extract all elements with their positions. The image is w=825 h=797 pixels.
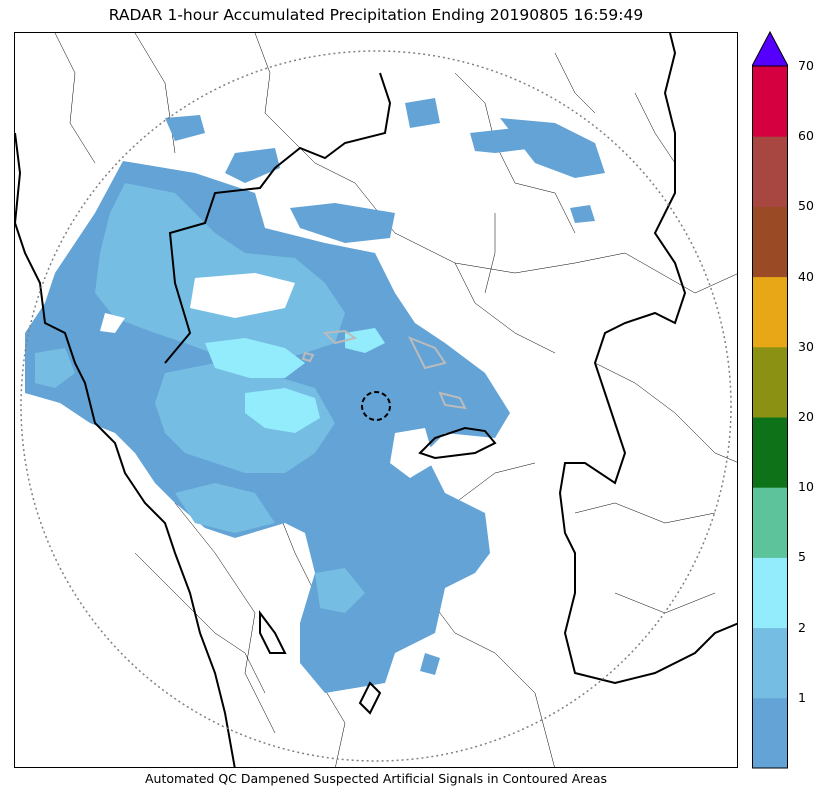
colorbar-tick-label: 5 <box>798 549 806 565</box>
radar-map-canvas <box>15 33 737 767</box>
colorbar-tick-label: 1 <box>798 689 806 705</box>
colorbar-tick-label: 30 <box>798 338 814 354</box>
colorbar-tick-label: 10 <box>798 479 814 495</box>
colorbar-segment <box>752 417 788 488</box>
colorbar-extend-arrow <box>752 30 788 67</box>
colorbar-segment <box>752 627 788 699</box>
colorbar-segment <box>752 557 788 629</box>
state-boundaries <box>15 33 737 767</box>
colorbar-segment <box>752 136 788 207</box>
qc-contours <box>301 329 467 410</box>
precip-mid <box>35 183 365 613</box>
colorbar-tick-label: 60 <box>798 128 814 144</box>
colorbar <box>752 30 788 769</box>
precip-high <box>205 328 385 433</box>
colorbar-tick-label: 20 <box>798 409 814 424</box>
precip-gaps <box>100 273 435 478</box>
colorbar-frame <box>752 65 788 769</box>
colorbar-tick-label: 2 <box>798 619 806 635</box>
colorbar-tick-label: 70 <box>798 58 814 73</box>
colorbar-segment <box>752 66 788 137</box>
colorbar-tick-label: 40 <box>798 268 814 284</box>
range-ring <box>20 50 732 762</box>
colorbar-segment <box>752 697 788 769</box>
colorbar-segment <box>752 206 788 278</box>
colorbar-segment <box>752 346 788 418</box>
map-title: RADAR 1-hour Accumulated Precipitation E… <box>108 6 644 24</box>
colorbar-segment <box>752 487 788 558</box>
radar-site-ring <box>361 391 391 421</box>
radar-map[interactable] <box>14 32 738 768</box>
colorbar-segment <box>752 276 788 348</box>
qc-footnote: Automated QC Dampened Suspected Artifici… <box>144 771 608 786</box>
colorbar-tick-label: 50 <box>798 198 814 214</box>
